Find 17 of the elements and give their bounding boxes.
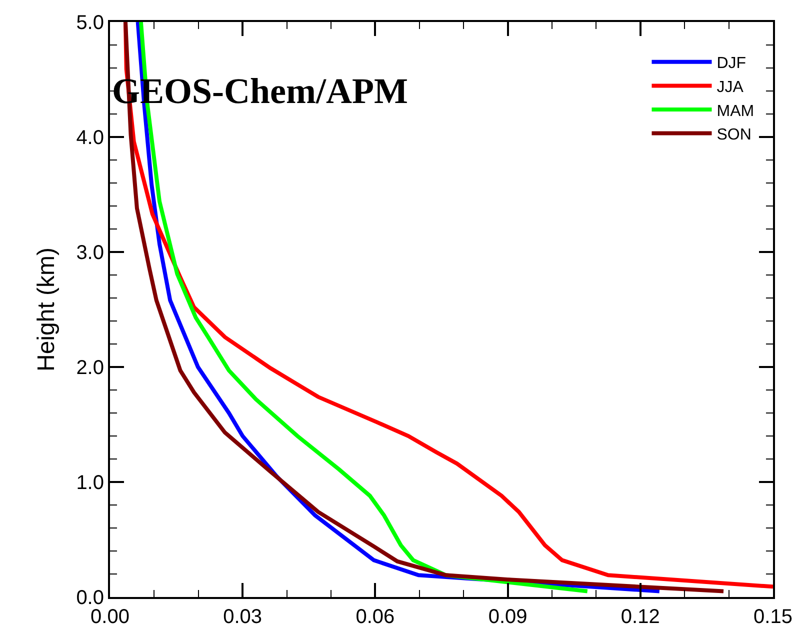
x-tick-label: 0.09 bbox=[488, 606, 528, 628]
y-tick-label: 2.0 bbox=[76, 357, 104, 379]
y-tick-label: 5.0 bbox=[76, 12, 104, 34]
x-tick-label: 0.03 bbox=[223, 606, 262, 628]
x-tick-label: 0.06 bbox=[356, 606, 395, 628]
x-tick-label: 0.12 bbox=[620, 606, 660, 628]
legend-label: MAM bbox=[716, 102, 754, 120]
x-tick-label: 0.15 bbox=[754, 606, 792, 628]
legend-label: SON bbox=[716, 126, 752, 144]
y-axis-title: Height (km) bbox=[32, 247, 60, 372]
y-tick-label: 3.0 bbox=[76, 242, 104, 264]
y-tick-label: 4.0 bbox=[76, 127, 104, 149]
legend-label: DJF bbox=[716, 55, 746, 72]
y-tick-label: 1.0 bbox=[76, 472, 104, 494]
x-tick-label: 0.00 bbox=[90, 606, 130, 628]
legend-label: JJA bbox=[716, 78, 744, 96]
y-tick-label: 0.0 bbox=[76, 587, 104, 609]
